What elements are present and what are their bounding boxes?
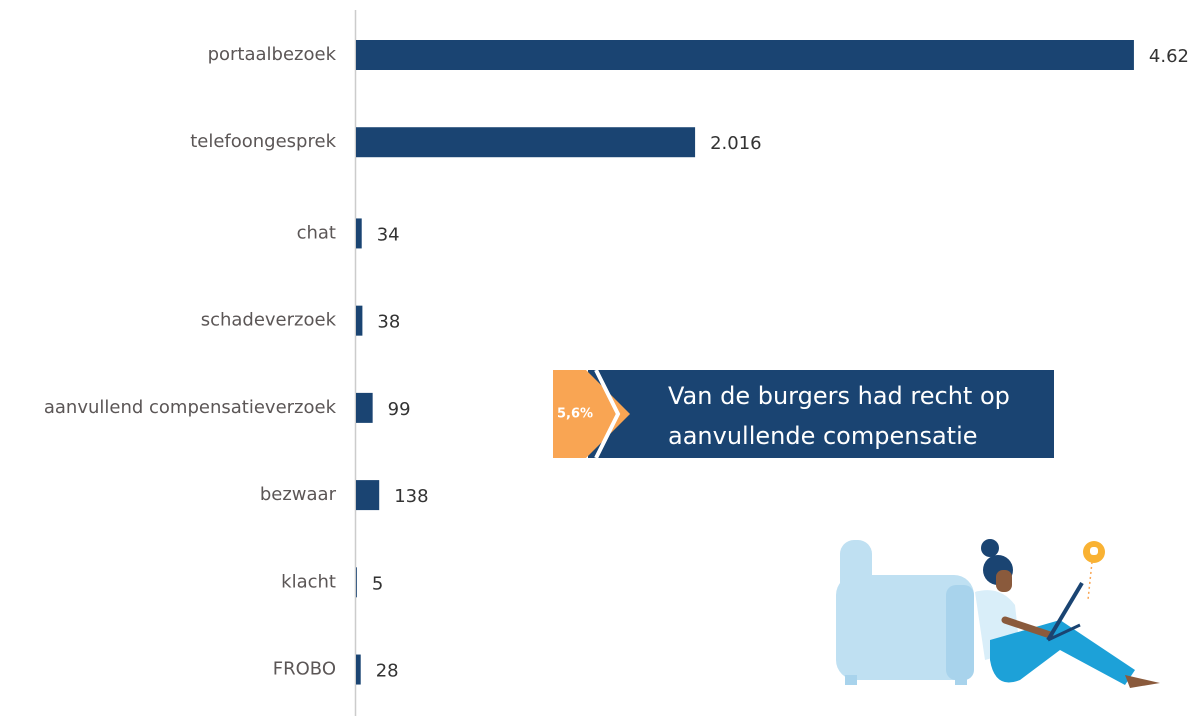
illustration <box>836 539 1160 688</box>
value-label: 28 <box>376 661 399 682</box>
category-label: portaalbezoek <box>208 44 337 65</box>
value-label: 34 <box>377 224 400 245</box>
callout-badge <box>553 370 630 458</box>
bar <box>356 127 696 158</box>
bar <box>356 654 361 685</box>
category-label: FROBO <box>273 659 336 680</box>
category-label: klacht <box>281 571 336 592</box>
bar <box>356 392 373 423</box>
callout: 5,6% Van de burgers had recht op aanvull… <box>553 369 1054 459</box>
category-label: schadeverzoek <box>201 310 337 331</box>
category-label: telefoongesprek <box>190 131 336 152</box>
value-label: 99 <box>388 399 411 420</box>
callout-box <box>588 370 1054 458</box>
value-label: 4.62 <box>1149 46 1189 67</box>
value-label: 38 <box>377 312 400 333</box>
bar <box>356 40 1134 70</box>
value-label: 5 <box>372 573 383 594</box>
callout-value: 5,6% <box>557 407 593 422</box>
category-label: chat <box>297 222 336 243</box>
bar <box>356 305 363 336</box>
value-label: 2.016 <box>710 133 762 154</box>
callout-line: Van de burgers had recht op <box>668 382 1010 410</box>
value-label: 138 <box>394 486 428 507</box>
callout-chevron <box>594 369 621 459</box>
bar <box>356 567 357 598</box>
bar <box>356 218 362 249</box>
category-label: bezwaar <box>260 484 337 505</box>
category-label: aanvullend compensatieverzoek <box>44 397 337 418</box>
callout-line: aanvullende compensatie <box>668 422 978 450</box>
bar <box>356 480 380 511</box>
